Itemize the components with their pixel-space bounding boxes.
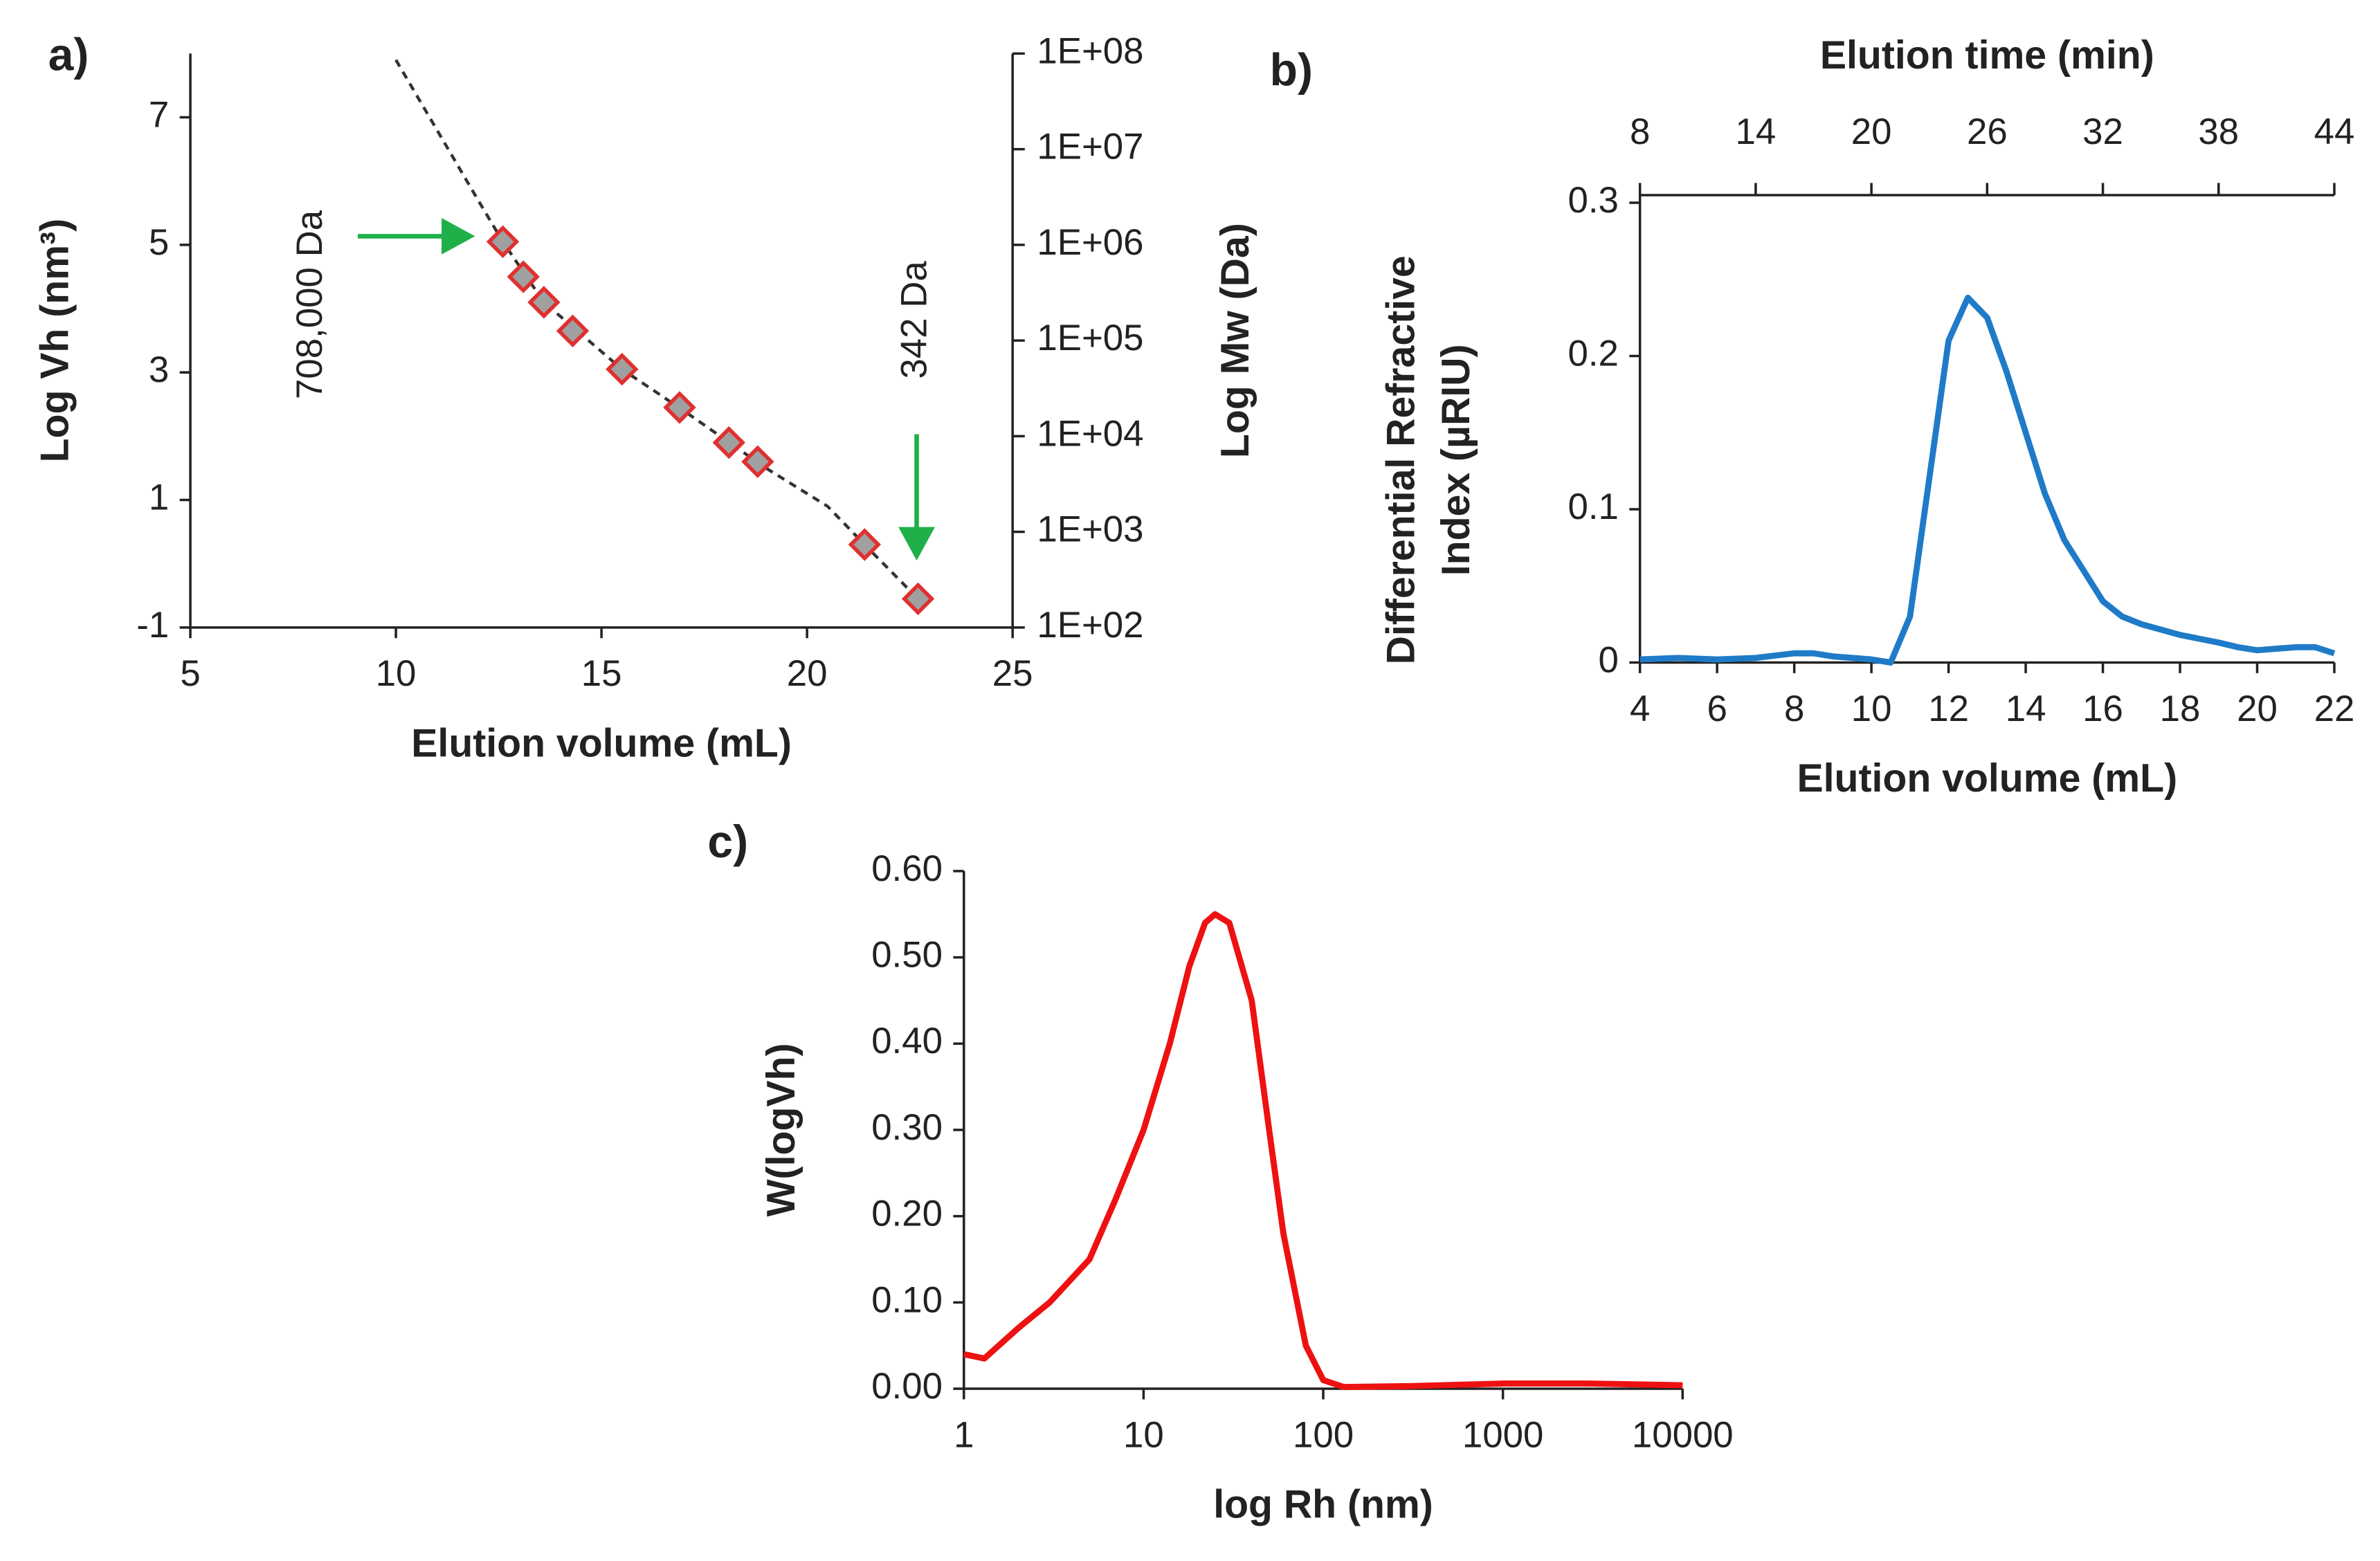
x-axis-title: Elution volume (mL) [411, 722, 792, 766]
x-tick-label: 16 [2082, 688, 2123, 729]
y-tick-label: 0.1 [1568, 486, 1618, 527]
x-tick-label: 100 [1293, 1414, 1354, 1455]
x2-tick-label: 44 [2314, 111, 2355, 152]
marker [507, 260, 540, 293]
x-tick-label: 1 [954, 1414, 974, 1455]
x-tick-label: 10000 [1632, 1414, 1734, 1455]
x-tick-label: 5 [180, 653, 200, 694]
marker [901, 582, 935, 616]
y-tick-label: 5 [149, 222, 169, 263]
marker [556, 314, 590, 347]
annotation: 708,000 Da [289, 210, 330, 399]
y2-tick-label: 1E+02 [1037, 605, 1143, 646]
y-tick-label: 0.30 [871, 1107, 943, 1148]
y-axis-title: Differential Refractive [1379, 255, 1424, 664]
y2-tick-label: 1E+08 [1037, 30, 1143, 71]
x-tick-label: 20 [787, 653, 828, 694]
y-tick-label: -1 [136, 605, 169, 646]
x-axis-title: log Rh (nm) [1213, 1483, 1433, 1527]
x-tick-label: 8 [1784, 688, 1804, 729]
y-tick-label: 7 [149, 94, 169, 135]
x-axis-title: Elution volume (mL) [1797, 756, 2178, 801]
x-tick-label: 6 [1707, 688, 1727, 729]
marker [663, 391, 696, 424]
x2-tick-label: 32 [2082, 111, 2123, 152]
y2-tick-label: 1E+05 [1037, 318, 1143, 358]
x2-tick-label: 20 [1851, 111, 1892, 152]
line [1639, 294, 2336, 666]
y-axis-title: Index (µRIU) [1434, 344, 1478, 576]
y-axis-title: W(logVh) [759, 1043, 803, 1217]
y2-tick-label: 1E+03 [1037, 509, 1143, 550]
x-tick-label: 10 [1851, 688, 1892, 729]
arrow [358, 218, 935, 561]
marker [848, 528, 881, 561]
x-tick-label: 10 [1123, 1414, 1164, 1455]
y2-tick-label: 1E+07 [1037, 127, 1143, 167]
line [963, 911, 1683, 1390]
marker [527, 286, 561, 319]
x2-tick-label: 26 [1967, 111, 2008, 152]
marker [741, 445, 774, 478]
panel-label: c) [707, 816, 748, 867]
y-tick-label: 0.00 [871, 1366, 943, 1407]
x-tick-label: 18 [2160, 688, 2201, 729]
y-tick-label: 0.2 [1568, 333, 1618, 374]
y2-axis-title: Log Mw (Da) [1213, 223, 1257, 458]
y-tick-label: 0.50 [871, 935, 943, 976]
panel-label: b) [1270, 44, 1313, 95]
y-tick-label: 0.3 [1568, 180, 1618, 221]
x-tick-label: 14 [2006, 688, 2046, 729]
x-tick-label: 22 [2314, 688, 2355, 729]
x-tick-label: 4 [1630, 688, 1650, 729]
x2-tick-label: 8 [1630, 111, 1650, 152]
marker [606, 352, 639, 386]
x-tick-label: 20 [2237, 688, 2278, 729]
y-tick-label: 3 [149, 349, 169, 390]
x-tick-label: 12 [1928, 688, 1969, 729]
y-tick-label: 0.60 [871, 848, 943, 889]
y-tick-label: 0 [1598, 639, 1618, 680]
x2-tick-label: 14 [1736, 111, 1777, 152]
x-tick-label: 10 [376, 653, 417, 694]
annotation: 342 Da [894, 261, 935, 379]
marker [712, 426, 745, 459]
y-tick-label: 0.10 [871, 1279, 943, 1320]
y-tick-label: 0.40 [871, 1021, 943, 1061]
line [394, 59, 920, 600]
y-axis-title: Log Vh (nm³) [33, 219, 78, 463]
x2-axis-title: Elution time (min) [1820, 33, 2154, 77]
y-tick-label: 1 [149, 477, 169, 518]
x2-tick-label: 38 [2198, 111, 2239, 152]
y2-tick-label: 1E+06 [1037, 222, 1143, 263]
x-tick-label: 25 [992, 653, 1033, 694]
panel-label: a) [48, 28, 89, 80]
marker [486, 225, 520, 258]
x-tick-label: 1000 [1462, 1414, 1543, 1455]
x-tick-label: 15 [581, 653, 622, 694]
y2-tick-label: 1E+04 [1037, 413, 1143, 454]
y-tick-label: 0.20 [871, 1194, 943, 1234]
